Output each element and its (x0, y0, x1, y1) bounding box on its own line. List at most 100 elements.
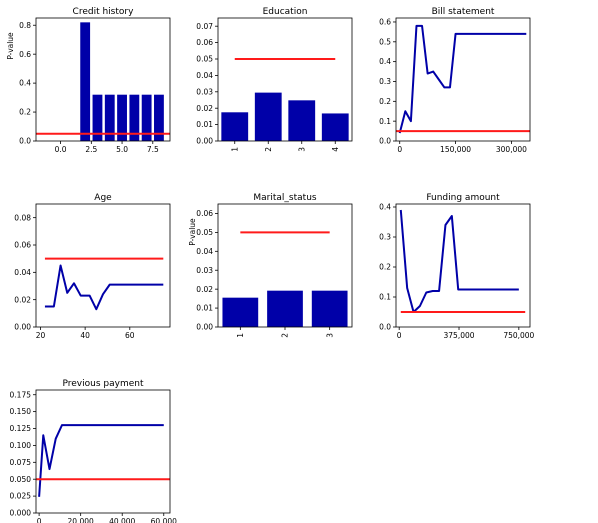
y-tick-label: 0.6 (19, 50, 31, 59)
chart-marital-status: Marital_status 0.00 0.01 0.02 0.03 0.04 0.05 0.… (188, 193, 353, 338)
x-tick-label: 2.5 (85, 145, 97, 154)
y-tick-label: 0.06 (14, 241, 31, 250)
y-tick-label: 0.01 (196, 120, 213, 129)
y-tick-label: 0.0 (19, 137, 31, 146)
y-tick-label: 0.3 (379, 233, 391, 242)
chart-title: Previous payment (63, 379, 144, 389)
y-tick-label: 0.6 (379, 18, 391, 27)
x-tick-label: 20 (36, 331, 46, 340)
y-tick-label: 0.00 (14, 323, 31, 332)
x-tick-label: 40 (80, 331, 90, 340)
y-tick-label: 0.100 (10, 441, 32, 450)
y-tick-label: 0.000 (10, 509, 32, 518)
bar (154, 94, 164, 141)
chart-bill-statement: Bill statement 0.0 0.1 0.2 0.3 0.4 0.5 0.6 0 150,… (379, 7, 531, 154)
bar (267, 290, 303, 327)
bar (222, 297, 259, 327)
y-tick-label: 0.07 (196, 22, 213, 31)
bar (80, 22, 91, 141)
chart-title: Marital_status (253, 193, 316, 203)
y-tick-label: 0.4 (379, 203, 391, 212)
y-tick-label: 0.00 (196, 323, 213, 332)
chart-title: Education (263, 7, 308, 17)
y-tick-label: 0.02 (14, 295, 31, 304)
x-tick-label: 0.0 (55, 145, 67, 154)
bar (129, 94, 140, 141)
y-axis-label: P-value (6, 32, 15, 60)
bar (117, 94, 127, 141)
bar (321, 113, 349, 141)
x-tick-label: 150,000 (440, 145, 471, 154)
y-axis-label: P-value (188, 218, 197, 246)
y-tick-label: 0.04 (14, 268, 31, 277)
bar (141, 94, 152, 141)
y-tick-label: 0.06 (196, 209, 213, 218)
chart-title: Age (94, 193, 112, 203)
y-tick-label: 0.175 (10, 390, 32, 399)
bar (92, 94, 103, 141)
chart-credit-history: Credit history 0.0 0.2 0.4 0.6 0.8 0.0 2.5 5.0 7.… (6, 7, 171, 154)
series-line (399, 209, 519, 313)
y-tick-label: 0.3 (379, 77, 391, 86)
plot-frame (35, 389, 171, 514)
x-tick-label: 3 (325, 333, 334, 338)
y-tick-label: 0.5 (379, 37, 391, 46)
chart-title: Credit history (73, 7, 135, 17)
y-tick-label: 0.0 (379, 323, 391, 332)
x-tick-label: 1 (236, 333, 245, 338)
y-tick-label: 0.075 (10, 458, 32, 467)
y-tick-label: 0.150 (10, 407, 32, 416)
chart-title: Bill statement (432, 7, 495, 17)
plot-frame (395, 203, 531, 328)
bar (104, 94, 115, 141)
plot-frame (35, 203, 171, 328)
bar (254, 92, 282, 141)
x-tick-label: 0 (397, 331, 402, 340)
x-tick-label: 0 (37, 517, 42, 523)
chart-title: Funding amount (426, 193, 500, 203)
y-tick-label: 0.05 (196, 55, 213, 64)
chart-previous-payment: Previous payment 0.000 0.025 0.050 0.075 0.10… (10, 379, 178, 523)
x-tick-label: 300,000 (496, 145, 527, 154)
chart-funding-amount: Funding amount 0.0 0.1 0.2 0.3 0.4 0 375,000 750… (379, 193, 535, 340)
x-tick-label: 375,000 (444, 331, 475, 340)
y-tick-label: 0.02 (196, 104, 213, 113)
y-tick-label: 0.4 (379, 57, 391, 66)
y-tick-label: 0.03 (196, 87, 213, 96)
y-tick-label: 0.01 (196, 304, 213, 313)
plot-frame (217, 17, 353, 142)
y-tick-label: 0.8 (19, 21, 31, 30)
y-tick-label: 0.04 (196, 247, 213, 256)
y-tick-label: 0.125 (10, 424, 32, 433)
x-tick-label: 60,000 (151, 517, 177, 523)
x-tick-label: 40,000 (109, 517, 135, 523)
x-tick-label: 60 (125, 331, 135, 340)
y-tick-label: 0.2 (379, 97, 391, 106)
y-tick-label: 0.025 (10, 492, 32, 501)
y-tick-label: 0.00 (196, 137, 213, 146)
x-tick-label: 7.5 (147, 145, 159, 154)
chart-age: Age 0.00 0.02 0.04 0.06 0.08 20 40 60 (14, 193, 171, 340)
plot-frame (35, 17, 171, 142)
x-tick-label: 1 (230, 147, 239, 152)
y-tick-label: 0.0 (379, 137, 391, 146)
y-tick-label: 0.2 (19, 108, 31, 117)
y-tick-label: 0.050 (10, 475, 32, 484)
y-tick-label: 0.1 (379, 117, 391, 126)
y-tick-label: 0.1 (379, 293, 391, 302)
y-tick-label: 0.04 (196, 71, 213, 80)
bar (311, 290, 348, 327)
x-tick-label: 5.0 (116, 145, 128, 154)
chart-education: Education 0.00 0.01 0.02 0.03 0.04 0.05 0.06 0.0… (196, 7, 353, 152)
plot-frame (395, 17, 531, 142)
x-tick-label: 4 (331, 147, 340, 152)
series-line (44, 264, 164, 311)
y-tick-label: 0.03 (196, 266, 213, 275)
x-tick-label: 2 (281, 333, 290, 338)
x-tick-label: 3 (297, 147, 306, 152)
y-tick-label: 0.4 (19, 79, 31, 88)
y-tick-label: 0.2 (379, 263, 391, 272)
x-tick-label: 20,000 (68, 517, 94, 523)
bar (221, 112, 249, 141)
